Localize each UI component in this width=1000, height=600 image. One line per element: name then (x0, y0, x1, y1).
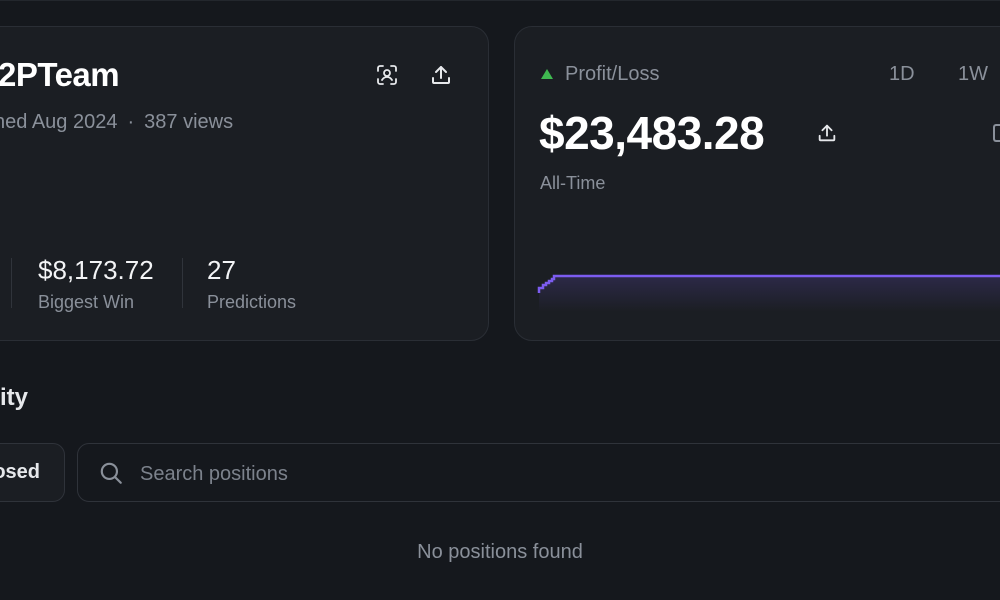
tab-closed[interactable]: osed (0, 443, 65, 502)
pnl-value: $23,483.28 (539, 107, 765, 159)
profile-card (0, 26, 489, 341)
search-input[interactable] (138, 454, 742, 494)
biggest-win-value: $8,173.72 (38, 255, 154, 285)
empty-state-text: No positions found (417, 541, 583, 563)
joined-date: ned Aug 2024 (0, 111, 118, 133)
stat-divider (182, 258, 183, 308)
pnl-header: Profit/Loss (541, 63, 659, 86)
predictions-label: Predictions (207, 292, 297, 312)
search-box[interactable] (77, 443, 1000, 502)
range-tab-1d[interactable]: 1D (889, 63, 915, 85)
tab-closed-label: osed (0, 461, 40, 483)
predictions-value: 27 (207, 255, 236, 285)
stat-divider (11, 258, 12, 308)
share-upload-icon (818, 124, 836, 142)
pnl-chart (537, 274, 1000, 312)
biggest-win-label: Biggest Win (38, 292, 135, 312)
pnl-chart-line (537, 274, 1000, 293)
pnl-share-button[interactable] (812, 118, 842, 148)
profile-meta: ned Aug 2024 · 387 views (0, 111, 233, 134)
pnl-label: Profit/Loss (565, 63, 660, 85)
view-count: 387 views (144, 111, 234, 133)
top-border (0, 0, 1000, 1)
pnl-chart-area (539, 276, 1000, 312)
scan-user-button[interactable] (372, 60, 402, 90)
profile-name: 2PTeam (0, 56, 120, 93)
partial-icon[interactable] (993, 124, 1000, 142)
meta-separator: · (127, 111, 135, 133)
search-icon (100, 462, 122, 484)
trend-up-icon (541, 68, 553, 79)
share-upload-icon (432, 66, 450, 84)
scan-user-icon (377, 65, 397, 85)
pnl-period: All-Time (540, 173, 606, 193)
range-tab-1w[interactable]: 1W (958, 63, 988, 85)
share-button[interactable] (426, 60, 456, 90)
activity-title: ivity (0, 384, 29, 411)
